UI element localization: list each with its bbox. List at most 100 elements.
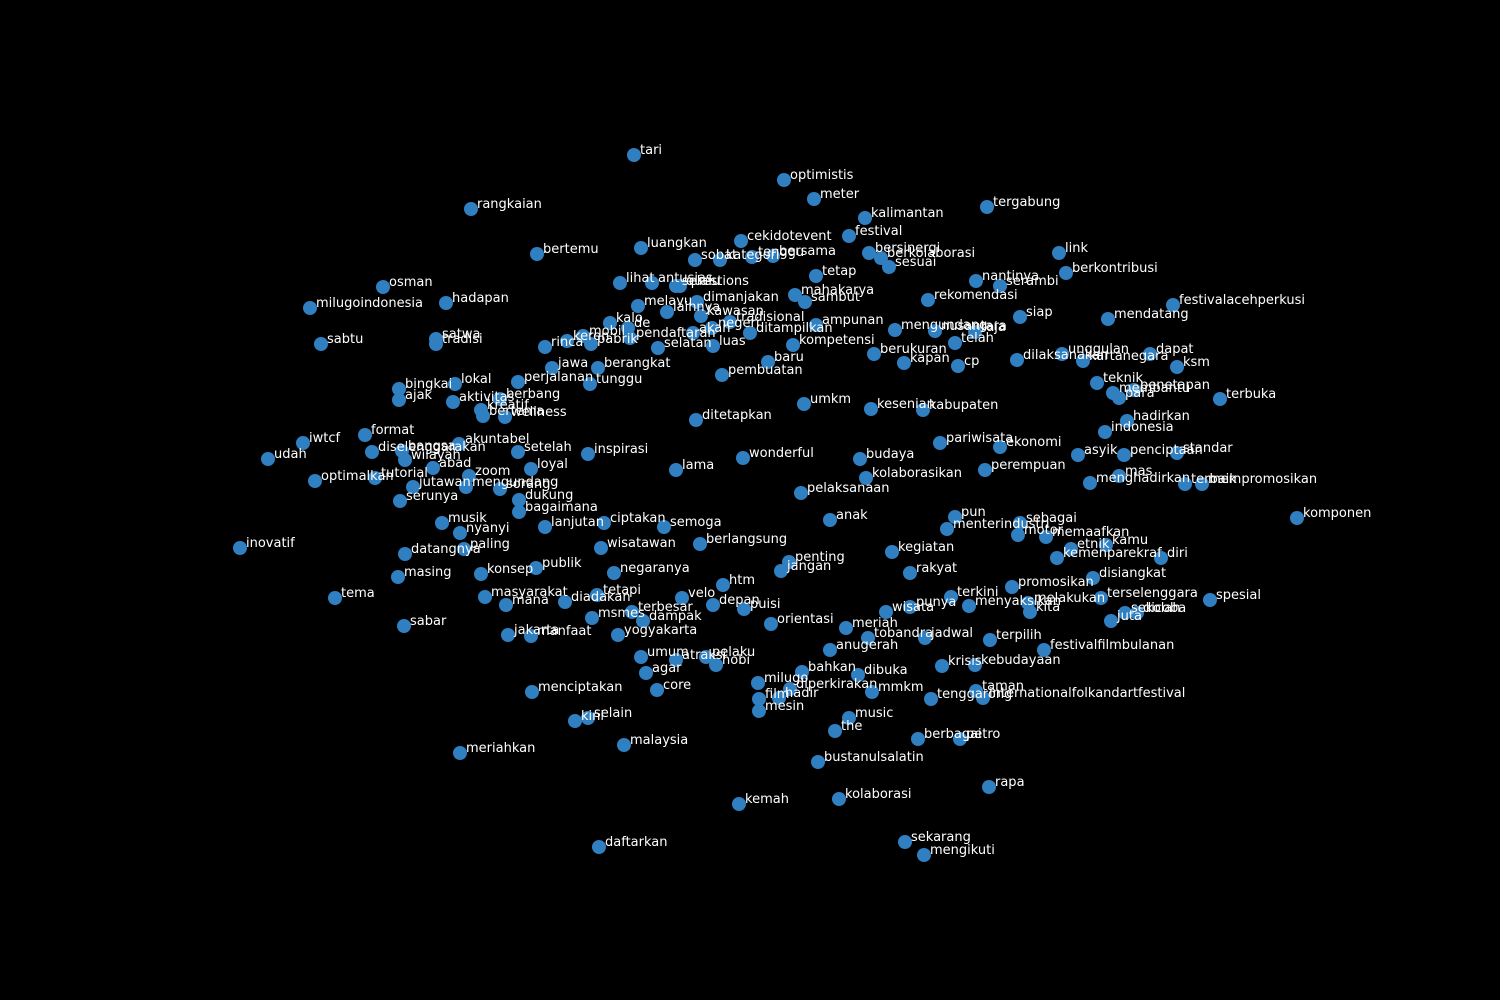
- node-label: kini: [581, 709, 604, 724]
- graph-node: [885, 545, 899, 559]
- node-label: sambut: [811, 290, 860, 305]
- node-label: serunya: [406, 489, 458, 504]
- node-label: teknik: [1103, 371, 1143, 386]
- graph-node: [898, 835, 912, 849]
- graph-labels: tari optimistis meter rangkaian tergabung kal…: [246, 143, 1371, 858]
- node-label: terbaik: [1191, 472, 1237, 487]
- node-label: pelaksanaan: [807, 481, 890, 496]
- node-label: paling: [470, 537, 510, 552]
- node-label: htm: [729, 573, 755, 588]
- node-label: hadapan: [452, 291, 509, 306]
- graph-node: [859, 471, 873, 485]
- node-label: masing: [404, 565, 452, 580]
- node-label: kalo: [616, 311, 643, 326]
- graph-node: [928, 324, 942, 338]
- graph-node: [948, 336, 962, 350]
- node-label: satwa: [442, 327, 480, 342]
- graph-node: [823, 513, 837, 527]
- graph-node: [398, 453, 412, 467]
- graph-node: [581, 447, 595, 461]
- graph-node: [693, 537, 707, 551]
- graph-node: [948, 510, 962, 524]
- graph-node: [501, 628, 515, 642]
- graph-node: [392, 382, 406, 396]
- node-label: sesuai: [895, 255, 936, 270]
- graph-node: [786, 338, 800, 352]
- node-label: jawa: [557, 356, 588, 371]
- node-label: optimalkan: [321, 469, 394, 484]
- node-label: lainnya: [673, 300, 720, 315]
- node-label: konsep: [487, 562, 533, 577]
- graph-node: [864, 402, 878, 416]
- node-label: standar: [1183, 441, 1233, 456]
- graph-node: [944, 590, 958, 604]
- graph-node: [1011, 528, 1025, 542]
- node-label: mmkm: [878, 680, 924, 695]
- node-label: loyal: [537, 457, 568, 472]
- node-label: meter: [820, 187, 860, 202]
- graph-node: [732, 797, 746, 811]
- node-label: indonesia: [1111, 420, 1174, 435]
- graph-node: [464, 202, 478, 216]
- node-label: menciptakan: [538, 680, 622, 695]
- node-label: umum: [647, 645, 689, 660]
- node-label: dukung: [525, 488, 573, 503]
- graph-node: [651, 341, 665, 355]
- node-label: serambi: [1006, 274, 1059, 289]
- node-label: mana: [512, 593, 549, 608]
- node-label: melakukan: [1034, 591, 1105, 606]
- node-label: iwtcf: [309, 431, 340, 446]
- graph-node: [1166, 298, 1180, 312]
- node-label: lama: [682, 458, 714, 473]
- graph-node: [634, 241, 648, 255]
- graph-node: [917, 848, 931, 862]
- graph-node: [1064, 542, 1078, 556]
- graph-node: [993, 440, 1007, 454]
- node-label: akuntabel: [465, 432, 530, 447]
- graph-node: [524, 462, 538, 476]
- graph-node: [953, 732, 967, 746]
- node-label: dicoba: [1143, 601, 1186, 616]
- graph-node: [314, 337, 328, 351]
- node-label: bersinergi: [875, 241, 940, 256]
- graph-node: [525, 685, 539, 699]
- graph-node: [673, 279, 687, 293]
- node-label: anak: [836, 508, 868, 523]
- graph-node: [1052, 246, 1066, 260]
- graph-node: [611, 628, 625, 642]
- graph-node: [690, 295, 704, 309]
- node-label: udah: [274, 447, 307, 462]
- node-label: the: [841, 719, 862, 734]
- graph-node: [1059, 266, 1073, 280]
- graph-node: [935, 659, 949, 673]
- node-label: pelaku: [712, 645, 755, 660]
- node-label: rangkaian: [477, 197, 542, 212]
- node-label: kolaborasikan: [872, 466, 962, 481]
- node-label: kreatif: [487, 398, 529, 413]
- node-label: meriah: [852, 616, 898, 631]
- node-label: ampunan: [822, 313, 884, 328]
- node-label: masyarakat: [491, 585, 568, 600]
- node-label: baru: [774, 350, 804, 365]
- node-label: dilaksanakan: [1023, 348, 1108, 363]
- graph-node: [752, 692, 766, 706]
- graph-node: [688, 253, 702, 267]
- graph-node: [590, 588, 604, 602]
- node-label: mas: [1125, 464, 1153, 479]
- graph-node: [715, 368, 729, 382]
- node-label: abad: [439, 456, 471, 471]
- graph-node: [897, 356, 911, 370]
- node-label: hadir: [785, 686, 819, 701]
- graph-node: [625, 605, 639, 619]
- graph-node: [446, 395, 460, 409]
- graph-node: [511, 375, 525, 389]
- graph-node: [511, 445, 525, 459]
- graph-node: [538, 520, 552, 534]
- graph-node: [493, 392, 507, 406]
- node-label: diri: [1167, 546, 1188, 561]
- graph-node: [933, 436, 947, 450]
- graph-node: [951, 359, 965, 373]
- graph-node: [1013, 516, 1027, 530]
- node-label: semoga: [670, 515, 722, 530]
